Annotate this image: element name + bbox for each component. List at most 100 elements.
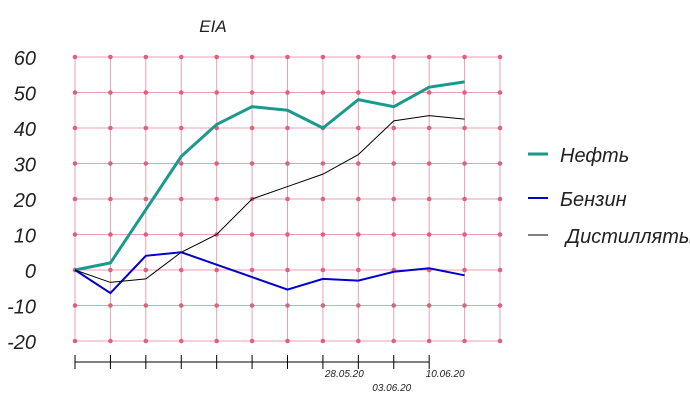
- grid-marker: [214, 303, 219, 308]
- chart-title: EIA: [199, 17, 226, 36]
- grid-marker: [391, 303, 397, 308]
- grid-marker: [320, 267, 326, 273]
- grid-marker: [72, 54, 78, 60]
- grid-marker: [426, 196, 432, 202]
- grid-marker: [462, 267, 467, 273]
- grid-marker: [285, 196, 290, 202]
- grid-marker: [143, 232, 149, 237]
- grid-marker: [285, 338, 290, 344]
- grid-marker: [320, 90, 326, 95]
- x-tick-label: 03.06.20: [372, 383, 411, 394]
- grid-marker: [108, 125, 113, 131]
- grid-marker: [391, 125, 397, 131]
- grid-marker: [178, 196, 184, 202]
- grid-marker: [108, 267, 113, 273]
- grid-marker: [72, 232, 78, 237]
- grid-marker: [497, 267, 503, 273]
- grid-marker: [214, 90, 219, 95]
- grid-marker: [391, 196, 397, 202]
- grid-marker: [249, 125, 255, 131]
- grid-marker: [462, 161, 467, 166]
- grid-marker: [356, 54, 361, 60]
- grid-marker: [285, 303, 290, 308]
- grid-marker: [497, 232, 503, 237]
- grid-marker: [108, 232, 113, 237]
- grid-marker: [143, 267, 149, 273]
- y-tick-label: 40: [14, 119, 36, 141]
- grid-marker: [108, 161, 113, 166]
- grid-marker: [108, 338, 113, 344]
- grid-marker: [462, 125, 467, 131]
- grid-marker: [143, 338, 149, 344]
- grid-marker: [356, 196, 361, 202]
- legend-label: Нефть: [560, 145, 629, 167]
- grid-marker: [72, 338, 78, 344]
- grid-marker: [426, 54, 432, 60]
- x-axis: 28.05.20 03.06.20 10.06.20: [74, 355, 465, 394]
- grid-marker: [178, 90, 184, 95]
- grid-marker: [143, 54, 149, 60]
- grid-marker: [249, 267, 255, 273]
- grid-marker: [356, 267, 361, 273]
- grid-marker: [249, 54, 255, 60]
- grid-marker: [108, 303, 113, 308]
- grid-marker: [72, 125, 78, 131]
- grid-marker: [356, 232, 361, 237]
- series-line-1: [74, 80, 465, 272]
- grid-marker: [285, 125, 290, 131]
- grid-marker: [426, 125, 432, 131]
- grid-marker: [320, 232, 326, 237]
- grid-marker: [462, 303, 467, 308]
- grid-marker: [285, 54, 290, 60]
- grid-marker: [178, 161, 184, 166]
- y-tick-label: -20: [7, 332, 36, 354]
- grid-marker: [249, 161, 255, 166]
- grid-marker: [356, 161, 361, 166]
- grid-marker: [214, 161, 219, 166]
- grid-marker: [497, 125, 503, 131]
- grid-marker: [462, 338, 467, 344]
- grid-marker: [391, 338, 397, 344]
- y-tick-label: 30: [14, 155, 36, 177]
- grid-marker: [178, 232, 184, 237]
- grid-marker: [143, 303, 149, 308]
- grid-marker: [72, 196, 78, 202]
- grid-marker: [426, 161, 432, 166]
- grid-marker: [72, 90, 78, 95]
- legend-label: Бензин: [560, 189, 627, 211]
- grid-marker: [285, 161, 290, 166]
- grid-marker: [356, 303, 361, 308]
- grid-marker: [497, 90, 503, 95]
- x-tick-label: 28.05.20: [324, 369, 364, 380]
- series-line-3: [74, 115, 465, 283]
- grid-marker: [214, 54, 219, 60]
- series-lines: [74, 80, 465, 295]
- grid-marker: [320, 303, 326, 308]
- series-line-2: [74, 251, 465, 295]
- grid-marker: [143, 125, 149, 131]
- y-tick-label: 0: [25, 261, 36, 283]
- grid-marker: [426, 303, 432, 308]
- grid-marker: [214, 338, 219, 344]
- grid-marker: [462, 54, 467, 60]
- y-tick-label: 50: [14, 84, 36, 106]
- grid-marker: [285, 267, 290, 273]
- grid-marker: [108, 196, 113, 202]
- grid-marker: [320, 54, 326, 60]
- grid-marker: [108, 90, 113, 95]
- grid-marker: [462, 232, 467, 237]
- grid-marker: [178, 54, 184, 60]
- grid-marker: [285, 90, 290, 95]
- grid-marker: [72, 303, 78, 308]
- grid-marker: [143, 161, 149, 166]
- y-axis-tick-labels: 60 50 40 30 20 10 0 -10 -20: [7, 48, 36, 354]
- grid-marker: [391, 54, 397, 60]
- grid-marker: [320, 161, 326, 166]
- grid-marker: [391, 90, 397, 95]
- legend-label: Дистилляты: [564, 226, 690, 248]
- grid-marker: [497, 54, 503, 60]
- grid-marker: [143, 196, 149, 202]
- grid-marker: [178, 303, 184, 308]
- grid-marker: [320, 196, 326, 202]
